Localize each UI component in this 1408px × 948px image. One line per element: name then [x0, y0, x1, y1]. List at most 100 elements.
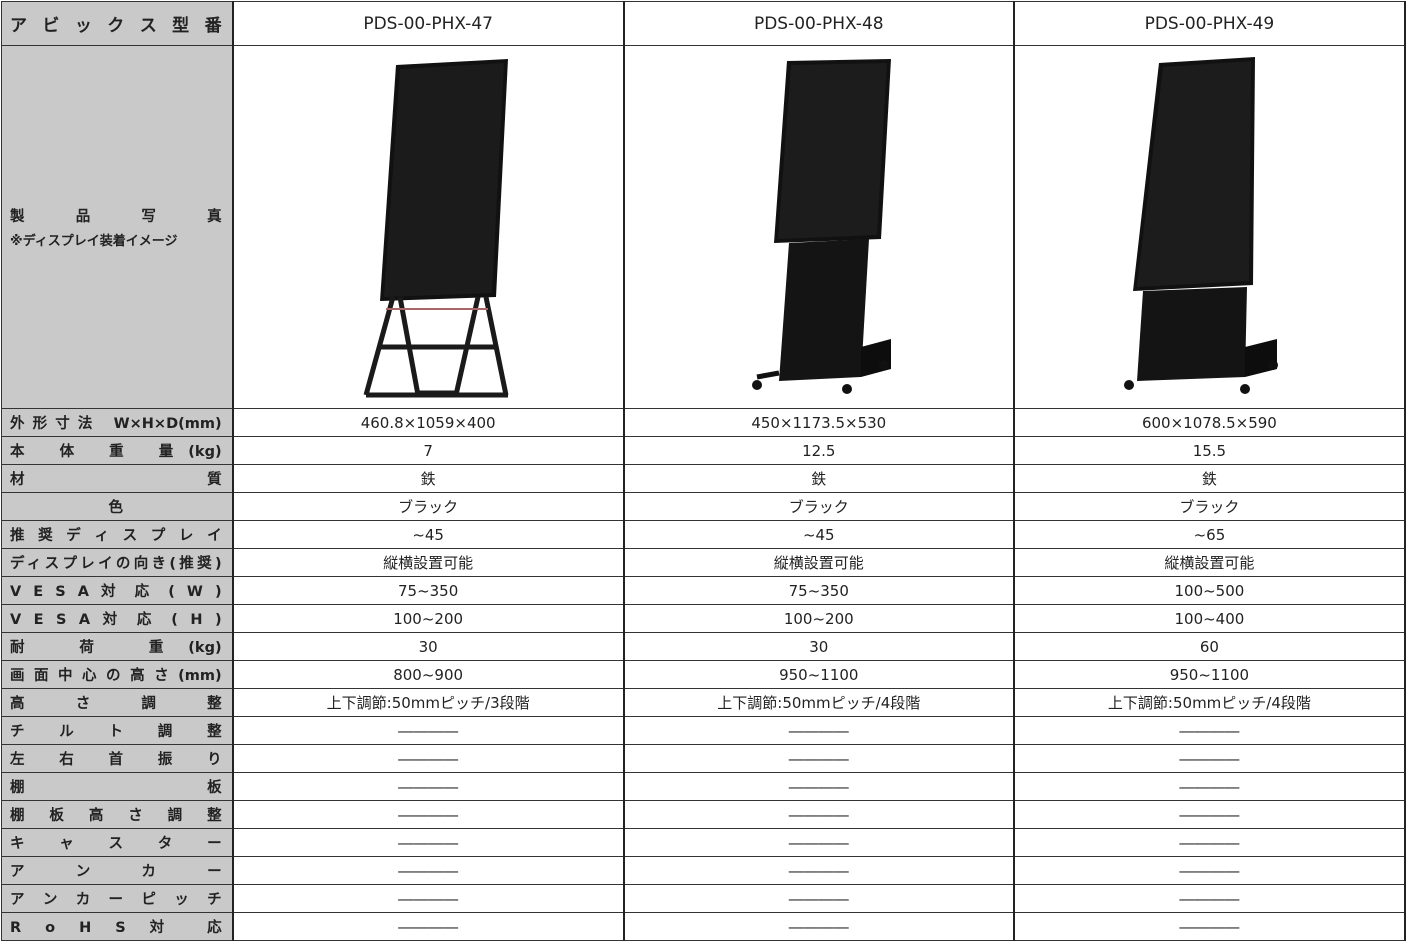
cell: ――――	[622, 912, 1015, 941]
cell: 縦横設置可能	[622, 548, 1015, 577]
table-row: ディスプレイの向き(推奨) 縦横設置可能 縦横設置可能 縦横設置可能	[0, 548, 1407, 577]
table-row: チ ル ト 調 整 ―――― ―――― ――――	[0, 716, 1407, 745]
cell: ――――	[622, 884, 1015, 913]
cell: ――――	[231, 856, 625, 885]
cell: 800~900	[231, 660, 625, 689]
cell: 100~400	[1012, 604, 1407, 633]
cell: ――――	[622, 772, 1015, 801]
cell: 上下調節:50mmピッチ/3段階	[231, 688, 625, 717]
photo-row: 製 品 写 真 ※ディスプレイ装着イメージ	[0, 45, 1407, 409]
table-row: 外形寸法 W×H×D(mm) 460.8×1059×400 450×1173.5×5…	[0, 408, 1407, 437]
cell: ――――	[622, 828, 1015, 857]
cell: ――――	[622, 856, 1015, 885]
row-label: 耐 荷 重(kg)	[0, 632, 234, 661]
cell: PDS-00-PHX-49	[1012, 1, 1407, 46]
row-label: ア ビ ッ ク ス 型 番	[0, 1, 234, 46]
table-row: 本 体 重 量(kg) 7 12.5 15.5	[0, 436, 1407, 465]
row-label: 外形寸法 W×H×D(mm)	[0, 408, 234, 437]
table-row: R o H S 対 応 ―――― ―――― ――――	[0, 912, 1407, 941]
table-row: 棚 板 高 さ 調 整 ―――― ―――― ――――	[0, 800, 1407, 829]
photo-cell	[231, 45, 625, 409]
cell: 30	[231, 632, 625, 661]
cell: 上下調節:50mmピッチ/4段階	[622, 688, 1015, 717]
cell: ブラック	[1012, 492, 1407, 521]
cell: ――――	[231, 772, 625, 801]
table-row: 材 質鉄鉄鉄	[0, 464, 1407, 493]
product-photo	[1124, 57, 1279, 394]
cell: ――――	[622, 800, 1015, 829]
cell: ――――	[231, 716, 625, 745]
cell: ――――	[1012, 828, 1407, 857]
row-label: 推 奨 デ ィ ス プ レ イ	[0, 520, 234, 549]
product-photo	[363, 59, 509, 398]
cell: 950~1100	[622, 660, 1015, 689]
cell: ~65	[1012, 520, 1407, 549]
cell: ――――	[231, 884, 625, 913]
cell: ――――	[1012, 716, 1407, 745]
table-row: キ ャ ス タ ー ―――― ―――― ――――	[0, 828, 1407, 857]
cell: 100~500	[1012, 576, 1407, 605]
cell: 75~350	[231, 576, 625, 605]
cell: ――――	[231, 800, 625, 829]
cell: 460.8×1059×400	[231, 408, 625, 437]
row-label: キ ャ ス タ ー	[0, 828, 234, 857]
row-label: 材 質	[0, 464, 234, 493]
photo-cell	[1012, 45, 1407, 409]
cell: 450×1173.5×530	[622, 408, 1015, 437]
cell: ――――	[622, 744, 1015, 773]
cell: ――――	[231, 912, 625, 941]
cell: ――――	[1012, 772, 1407, 801]
photo-label: 製 品 写 真	[10, 209, 222, 225]
cell: 鉄	[231, 464, 625, 493]
row-label: ア ン カ ー ピ ッ チ	[0, 884, 234, 913]
table-row: 高 さ 調 整上下調節:50mmピッチ/3段階 上下調節:50mmピッチ/4段階上…	[0, 688, 1407, 717]
cell: 7	[231, 436, 625, 465]
cell: 鉄	[1012, 464, 1407, 493]
cell: 75~350	[622, 576, 1015, 605]
row-label: 左 右 首 振 り	[0, 744, 234, 773]
cell: ――――	[622, 716, 1015, 745]
row-label: 画面中心の高さ(mm)	[0, 660, 234, 689]
cell: ――――	[1012, 884, 1407, 913]
cell: ――――	[231, 828, 625, 857]
photo-note: ※ディスプレイ装着イメージ	[10, 234, 178, 249]
row-label: V E S A 対 応 ( H )	[0, 604, 234, 633]
cell: ――――	[1012, 856, 1407, 885]
cell: PDS-00-PHX-47	[231, 1, 625, 46]
cell: PDS-00-PHX-48	[622, 1, 1015, 46]
table-row: ア ン カ ー ピ ッ チ ―――― ―――― ――――	[0, 884, 1407, 913]
cell: 上下調節:50mmピッチ/4段階	[1012, 688, 1407, 717]
table-row: 色ブラック ブラック ブラック	[0, 492, 1407, 521]
cell: 鉄	[622, 464, 1015, 493]
cell: 縦横設置可能	[231, 548, 625, 577]
cell: ~45	[231, 520, 625, 549]
row-label: ア ン カ ー	[0, 856, 234, 885]
cell: 12.5	[622, 436, 1015, 465]
cell: 100~200	[622, 604, 1015, 633]
product-photo	[751, 59, 891, 394]
row-label: V E S A 対 応 ( W )	[0, 576, 234, 605]
cell: 950~1100	[1012, 660, 1407, 689]
table-row: 棚 板 ―――― ―――― ――――	[0, 772, 1407, 801]
table-row: 左 右 首 振 り ―――― ―――― ――――	[0, 744, 1407, 773]
row-label: R o H S 対 応	[0, 912, 234, 941]
table-row: 画面中心の高さ(mm) 800~900 950~1100 950~1100	[0, 660, 1407, 689]
row-label: 色	[0, 492, 234, 521]
table-row: V E S A 対 応 ( W ) 75~350 75~350 100~500	[0, 576, 1407, 605]
row-label: チ ル ト 調 整	[0, 716, 234, 745]
photo-cell	[622, 45, 1015, 409]
table-row: ア ビ ッ ク ス 型 番 PDS-00-PHX-47 PDS-00-PHX-48 P…	[0, 1, 1407, 46]
photo-label-cell: 製 品 写 真 ※ディスプレイ装着イメージ	[0, 45, 234, 409]
row-label: 棚 板	[0, 772, 234, 801]
table-row: ア ン カ ー ―――― ―――― ――――	[0, 856, 1407, 885]
cell: ――――	[1012, 744, 1407, 773]
cell: ――――	[1012, 800, 1407, 829]
cell: ~45	[622, 520, 1015, 549]
cell: ――――	[231, 744, 625, 773]
cell: ――――	[1012, 912, 1407, 941]
table-row: 推 奨 デ ィ ス プ レ イ ~45 ~45 ~65	[0, 520, 1407, 549]
cell: 15.5	[1012, 436, 1407, 465]
